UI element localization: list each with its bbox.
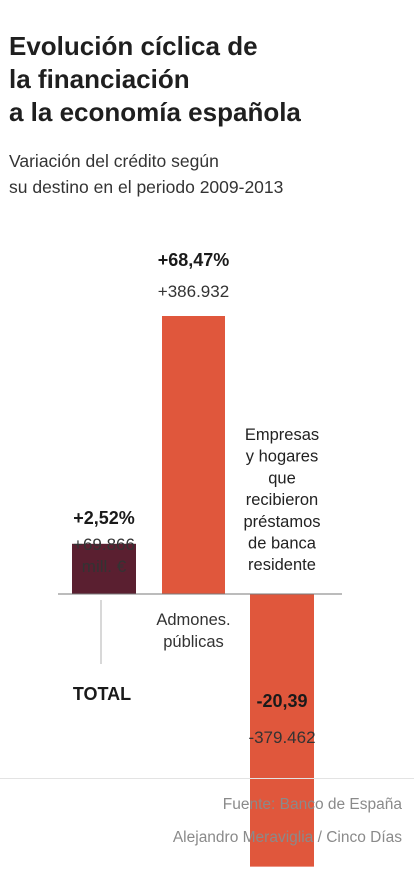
category-label-admones-line-1: Admones. (156, 611, 230, 629)
category-label-total: TOTAL (73, 684, 131, 704)
bar-empresas-hogares (250, 594, 314, 867)
subtitle-line-2: su destino en el periodo 2009-2013 (9, 177, 284, 197)
category-label-admones-line-2: públicas (163, 633, 224, 651)
data-label-empresas-pct: -20,39 (256, 691, 307, 711)
title-line-1: Evolución cíclica de (9, 31, 258, 61)
title-line-2: la financiación (9, 64, 190, 94)
chart-title: Evolución cíclica de la financiación a l… (9, 30, 409, 129)
category-label-empresas-line-7: residente (248, 556, 316, 574)
category-label-empresas-line-5: préstamos (243, 513, 320, 531)
data-label-total-unit: mill. € (82, 557, 127, 576)
bar-admones-publicas (162, 316, 225, 594)
author-credit: Alejandro Meraviglia / Cinco Días (172, 829, 402, 846)
subtitle-line-1: Variación del crédito según (9, 151, 219, 171)
chart-subtitle: Variación del crédito según su destino e… (9, 148, 409, 200)
title-line-3: a la economía española (9, 97, 301, 127)
category-label-empresas-line-2: y hogares (246, 448, 318, 466)
data-label-total-value: +69.866 (73, 535, 135, 554)
category-label-empresas-line-3: que (268, 469, 296, 487)
category-label-empresas-line-1: Empresas (245, 426, 319, 444)
data-label-total-pct: +2,52% (73, 508, 135, 528)
footer-divider (0, 778, 414, 779)
source-note: Fuente: Banco de España (222, 796, 402, 813)
bar-total (72, 543, 136, 594)
category-label-empresas-line-4: recibieron (246, 491, 318, 509)
category-label-empresas-line-6: de banca (248, 535, 317, 553)
data-label-empresas-value: -379.462 (248, 728, 315, 747)
data-label-admones-value: +386.932 (158, 282, 229, 301)
data-label-admones-pct: +68,47% (158, 250, 230, 270)
